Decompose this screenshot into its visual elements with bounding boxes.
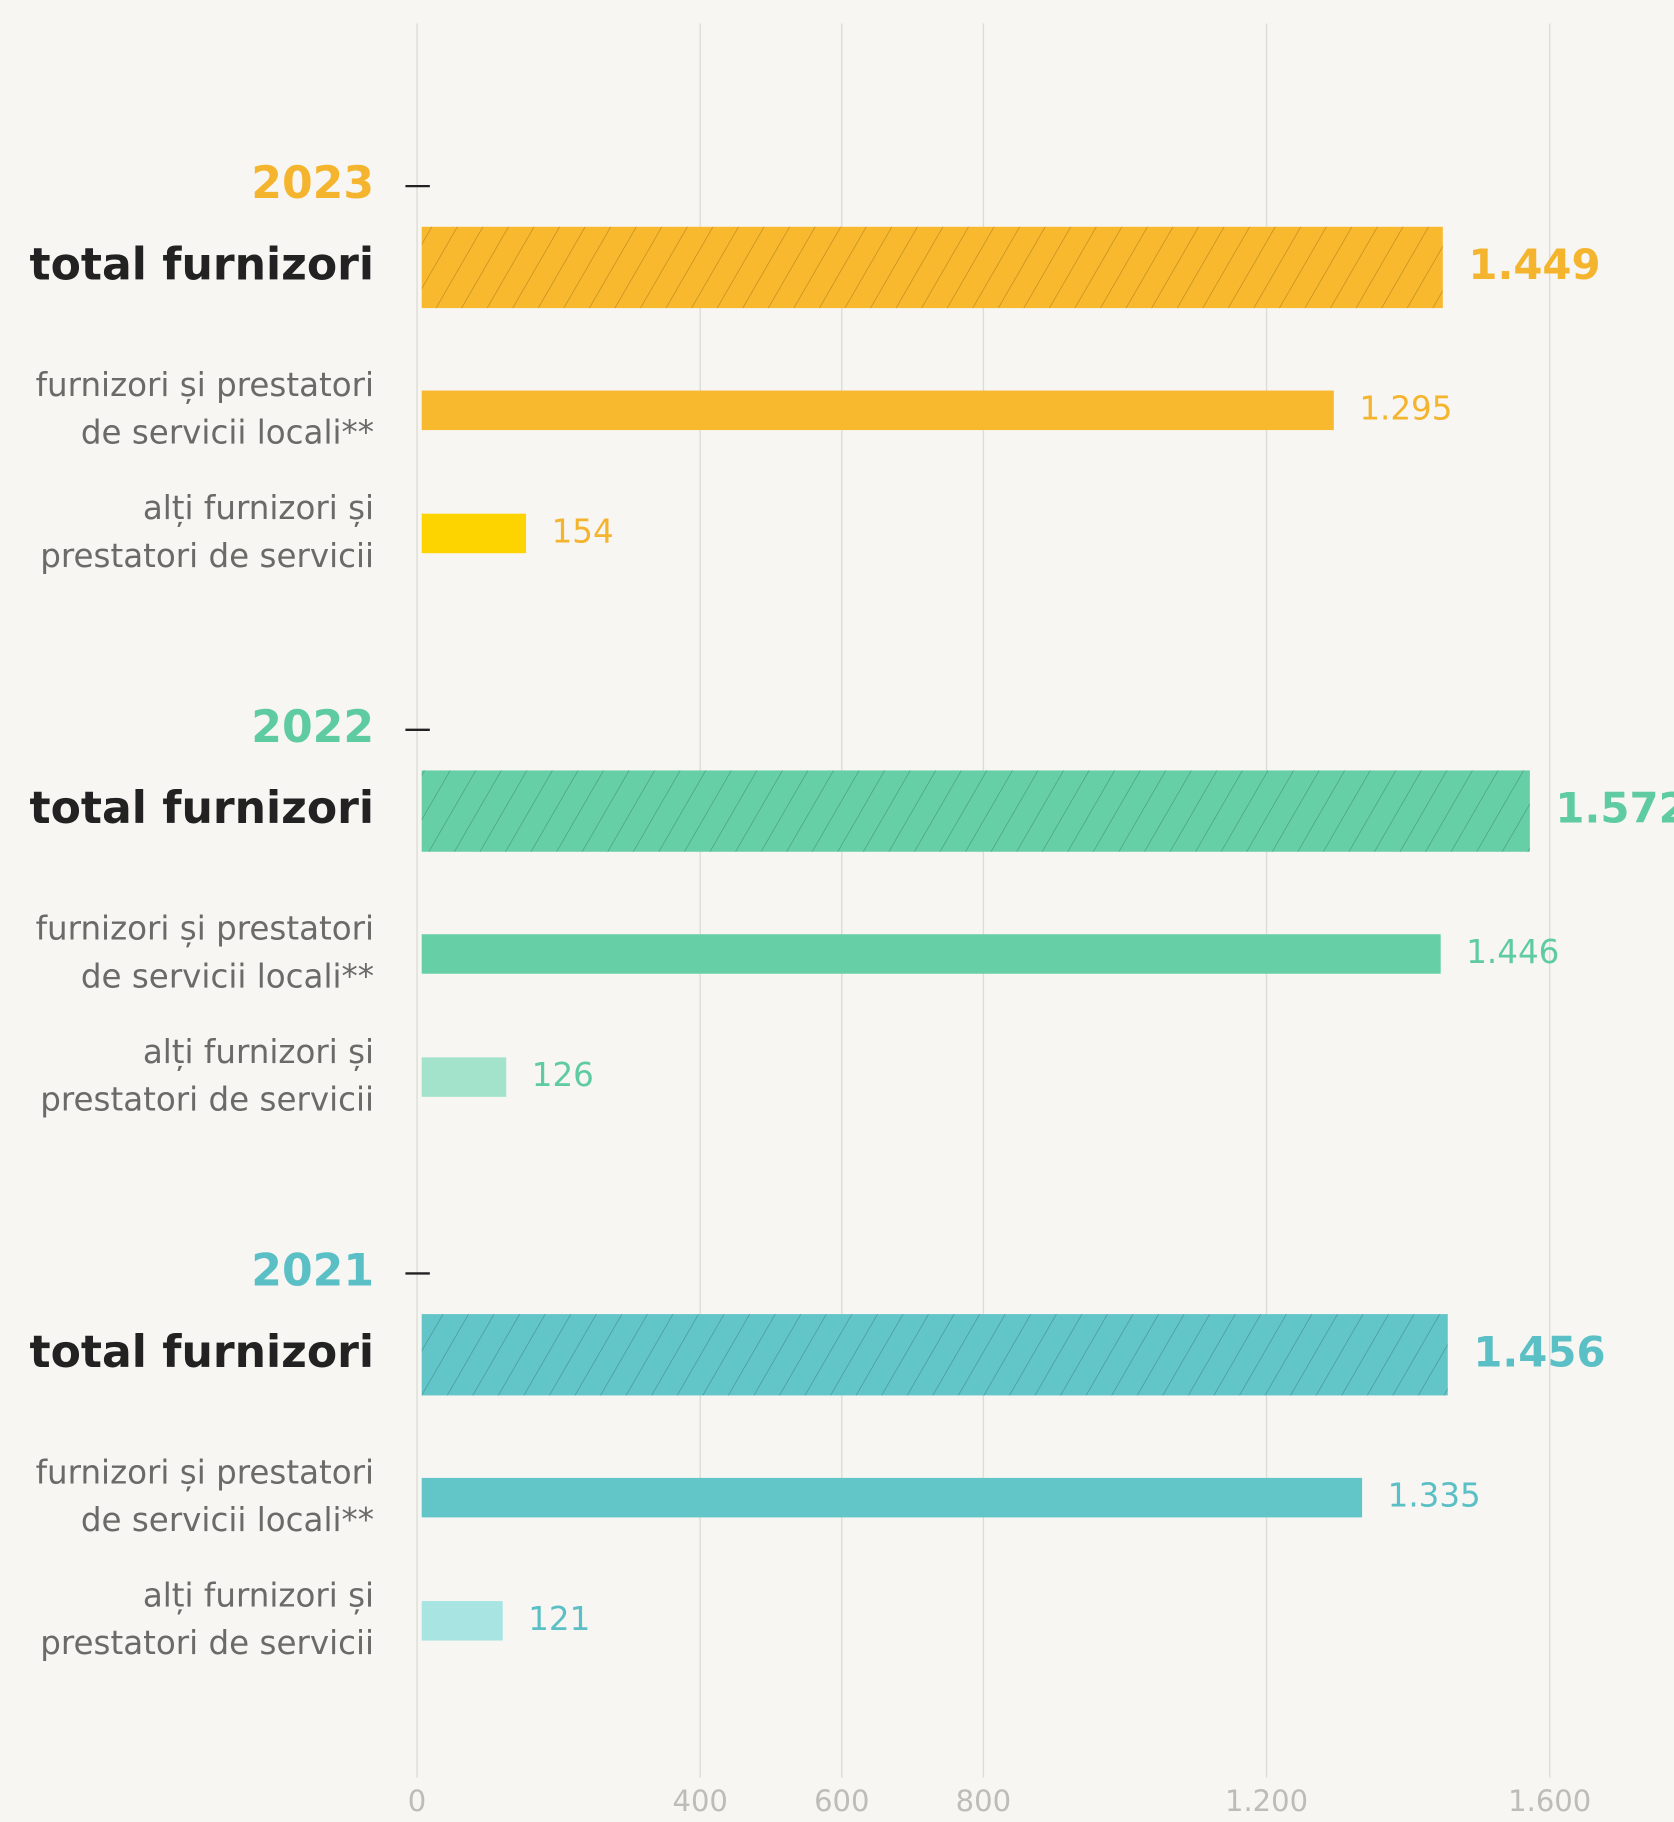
value-label: 1.449 [1468, 240, 1600, 289]
category-label: prestatori de servicii [40, 1081, 374, 1119]
category-label: furnizori și prestatori [36, 366, 374, 404]
bar [421, 226, 1443, 309]
bar [421, 1314, 1448, 1396]
bar [421, 513, 527, 554]
category-label: de servicii locali** [81, 957, 374, 995]
category-label: total furnizori [30, 783, 375, 834]
value-label: 1.446 [1466, 933, 1559, 971]
value-label: 1.335 [1388, 1477, 1481, 1515]
category-label: alți furnizori și [143, 489, 374, 527]
bar [421, 1601, 503, 1641]
category-label: prestatori de servicii [40, 1624, 374, 1662]
category-label: alți furnizori și [143, 1033, 374, 1071]
category-label: alți furnizori și [143, 1577, 374, 1615]
group-title: 2022 [251, 702, 374, 753]
value-label: 1.572 [1555, 784, 1674, 833]
bar [421, 770, 1530, 852]
value-label: 1.456 [1473, 1327, 1605, 1376]
x-tick-label: 400 [672, 1784, 727, 1818]
category-label: furnizori și prestatori [36, 910, 374, 948]
category-label: furnizori și prestatori [36, 1453, 374, 1491]
bar [421, 390, 1334, 431]
category-label: de servicii locali** [81, 1501, 374, 1539]
value-label: 121 [528, 1600, 590, 1638]
value-label: 154 [552, 512, 614, 550]
x-tick-label: 1.200 [1225, 1784, 1308, 1818]
bar [421, 934, 1441, 974]
bar [421, 1057, 507, 1097]
group-title: 2021 [251, 1245, 374, 1296]
category-label: de servicii locali** [81, 414, 374, 452]
value-label: 1.295 [1359, 389, 1452, 427]
category-label: prestatori de servicii [40, 537, 374, 575]
x-tick-label: 600 [814, 1784, 869, 1818]
x-tick-label: 800 [956, 1784, 1011, 1818]
bar [421, 1477, 1363, 1518]
group-title: 2023 [251, 158, 374, 209]
x-tick-label: 1.600 [1508, 1784, 1591, 1818]
value-label: 126 [532, 1056, 594, 1094]
category-label: total furnizori [30, 1327, 375, 1378]
x-tick-label: 0 [408, 1784, 426, 1818]
category-label: total furnizori [30, 239, 375, 290]
